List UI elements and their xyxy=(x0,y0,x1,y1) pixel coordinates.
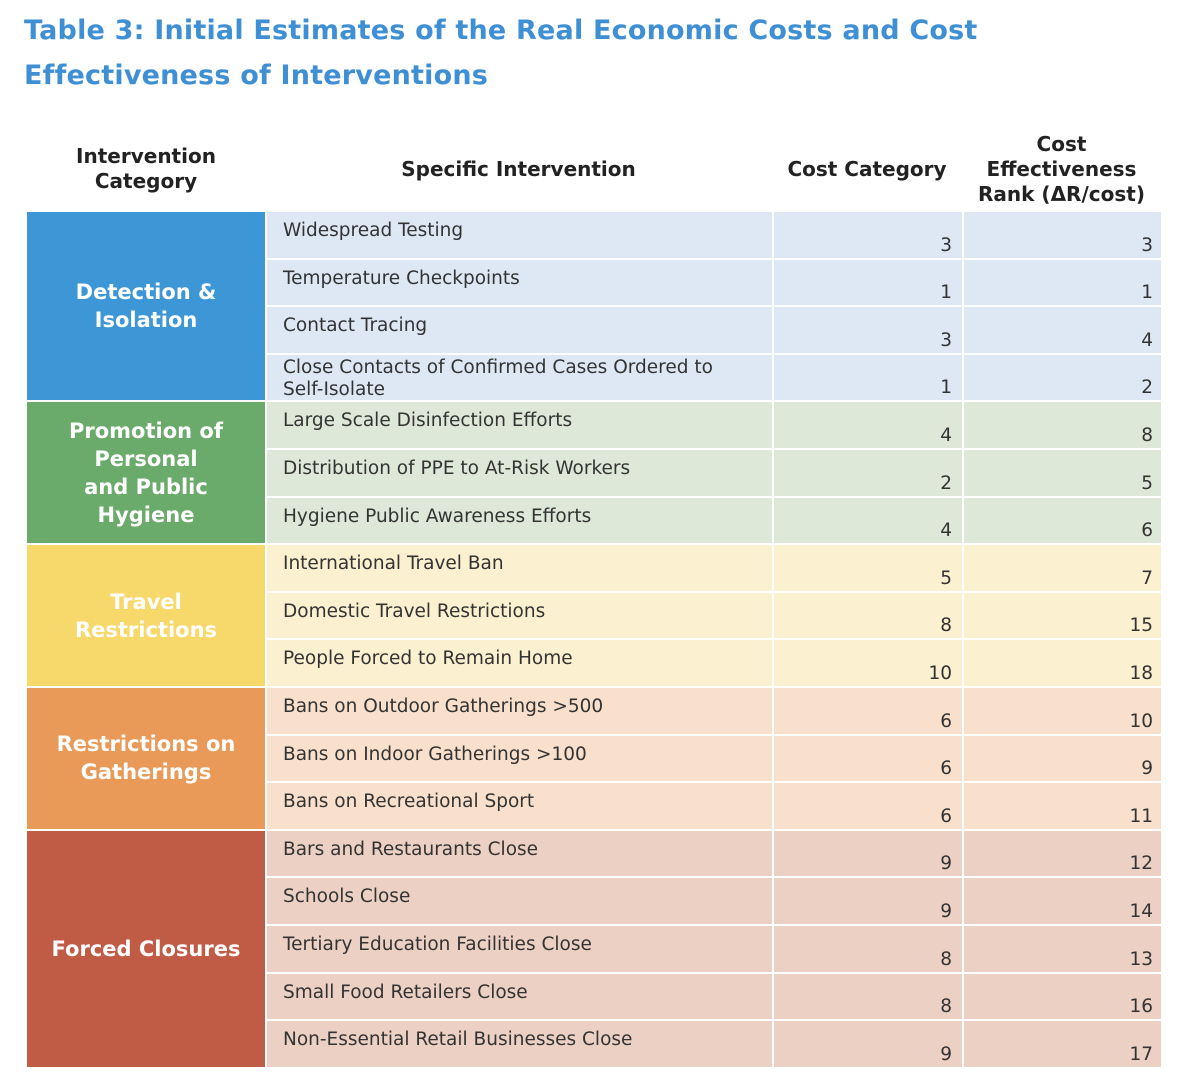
header-specific-intervention: Specific Intervention xyxy=(401,156,636,181)
specific-intervention-cell: Bans on Outdoor Gatherings >500 xyxy=(265,685,772,734)
cost-effectiveness-rank-cell: 15 xyxy=(962,590,1161,639)
cost-category-cell: 8 xyxy=(772,923,962,972)
cost-effectiveness-rank-cell: 16 xyxy=(962,971,1161,1020)
cost-category-cell: 4 xyxy=(772,495,962,544)
cost-category-cell: 6 xyxy=(772,733,962,782)
cost-category-cell: 9 xyxy=(772,1019,962,1067)
cost-category-cell: 4 xyxy=(772,400,962,448)
cost-effectiveness-rank-cell: 18 xyxy=(962,638,1161,686)
cost-category-cell: 3 xyxy=(772,305,962,353)
cost-effectiveness-rank-cell: 1 xyxy=(962,257,1161,306)
cost-category-cell: 8 xyxy=(772,590,962,639)
specific-intervention-cell: Tertiary Education Facilities Close xyxy=(265,923,772,972)
cost-effectiveness-rank-cell: 6 xyxy=(962,495,1161,544)
specific-intervention-cell: Large Scale Disinfection Efforts xyxy=(265,400,772,448)
cost-effectiveness-rank-cell: 8 xyxy=(962,400,1161,448)
cost-effectiveness-rank-cell: 5 xyxy=(962,447,1161,496)
intervention-category-cell: Forced Closures xyxy=(27,828,265,1067)
intervention-category-cell: Detection & Isolation xyxy=(27,210,265,401)
specific-intervention-cell: Temperature Checkpoints xyxy=(265,257,772,306)
cost-effectiveness-rank-cell: 12 xyxy=(962,828,1161,877)
specific-intervention-cell: Bans on Indoor Gatherings >100 xyxy=(265,733,772,782)
cost-effectiveness-rank-cell: 2 xyxy=(962,352,1161,401)
specific-intervention-cell: Hygiene Public Awareness Efforts xyxy=(265,495,772,544)
specific-intervention-cell: Non-Essential Retail Businesses Close xyxy=(265,1019,772,1067)
interventions-table: Intervention Category Specific Intervent… xyxy=(27,128,1161,1067)
intervention-category-cell: Promotion of Personal and Public Hygiene xyxy=(27,400,265,544)
cost-effectiveness-rank-cell: 14 xyxy=(962,876,1161,924)
cost-category-cell: 3 xyxy=(772,210,962,258)
specific-intervention-cell: Bans on Recreational Sport xyxy=(265,781,772,829)
cost-effectiveness-rank-cell: 10 xyxy=(962,685,1161,734)
cost-category-cell: 8 xyxy=(772,971,962,1020)
cost-effectiveness-rank-cell: 7 xyxy=(962,543,1161,591)
cost-category-cell: 6 xyxy=(772,781,962,829)
cost-effectiveness-rank-cell: 17 xyxy=(962,1019,1161,1067)
cost-category-cell: 5 xyxy=(772,543,962,591)
header-cost-category: Cost Category xyxy=(787,156,947,181)
specific-intervention-cell: Widespread Testing xyxy=(265,210,772,258)
cost-category-cell: 6 xyxy=(772,685,962,734)
specific-intervention-cell: Schools Close xyxy=(265,876,772,924)
cost-category-cell: 10 xyxy=(772,638,962,686)
specific-intervention-cell: International Travel Ban xyxy=(265,543,772,591)
header-cost-effectiveness-rank: Cost Effectiveness Rank (ΔR/cost) xyxy=(978,131,1145,206)
cost-effectiveness-rank-cell: 11 xyxy=(962,781,1161,829)
cost-effectiveness-rank-cell: 3 xyxy=(962,210,1161,258)
specific-intervention-cell: Distribution of PPE to At-Risk Workers xyxy=(265,447,772,496)
specific-intervention-cell: Small Food Retailers Close xyxy=(265,971,772,1020)
cost-effectiveness-rank-cell: 13 xyxy=(962,923,1161,972)
specific-intervention-cell: Bars and Restaurants Close xyxy=(265,828,772,877)
cost-category-cell: 2 xyxy=(772,447,962,496)
specific-intervention-cell: People Forced to Remain Home xyxy=(265,638,772,686)
cost-category-cell: 9 xyxy=(772,876,962,924)
cost-effectiveness-rank-cell: 9 xyxy=(962,733,1161,782)
cost-category-cell: 1 xyxy=(772,257,962,306)
cost-category-cell: 1 xyxy=(772,352,962,401)
cost-effectiveness-rank-cell: 4 xyxy=(962,305,1161,353)
specific-intervention-cell: Contact Tracing xyxy=(265,305,772,353)
intervention-category-cell: Travel Restrictions xyxy=(27,543,265,686)
table-title: Table 3: Initial Estimates of the Real E… xyxy=(24,15,978,91)
cost-category-cell: 9 xyxy=(772,828,962,877)
specific-intervention-cell: Close Contacts of Confirmed Cases Ordere… xyxy=(265,352,772,401)
intervention-category-cell: Restrictions on Gatherings xyxy=(27,685,265,829)
specific-intervention-cell: Domestic Travel Restrictions xyxy=(265,590,772,639)
header-intervention-category: Intervention Category xyxy=(76,144,216,193)
